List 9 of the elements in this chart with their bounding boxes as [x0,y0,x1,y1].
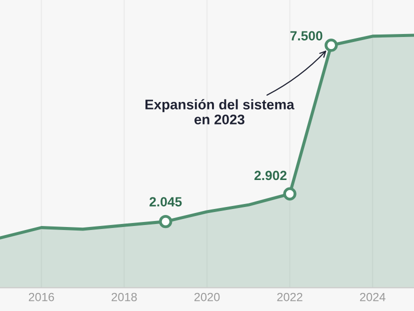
x-tick-label: 2016 [28,292,54,302]
x-tick-label: 2020 [194,292,220,302]
data-label: 7.500 [290,31,322,40]
x-tick-label: 2018 [112,292,137,302]
x-tick-label: 2024 [360,292,386,302]
data-label: 2.045 [150,197,182,206]
annotation: Expansión del sistema en 2023 [145,99,294,124]
x-tick-label: 2022 [277,292,302,302]
data-label: 2.902 [254,170,286,180]
